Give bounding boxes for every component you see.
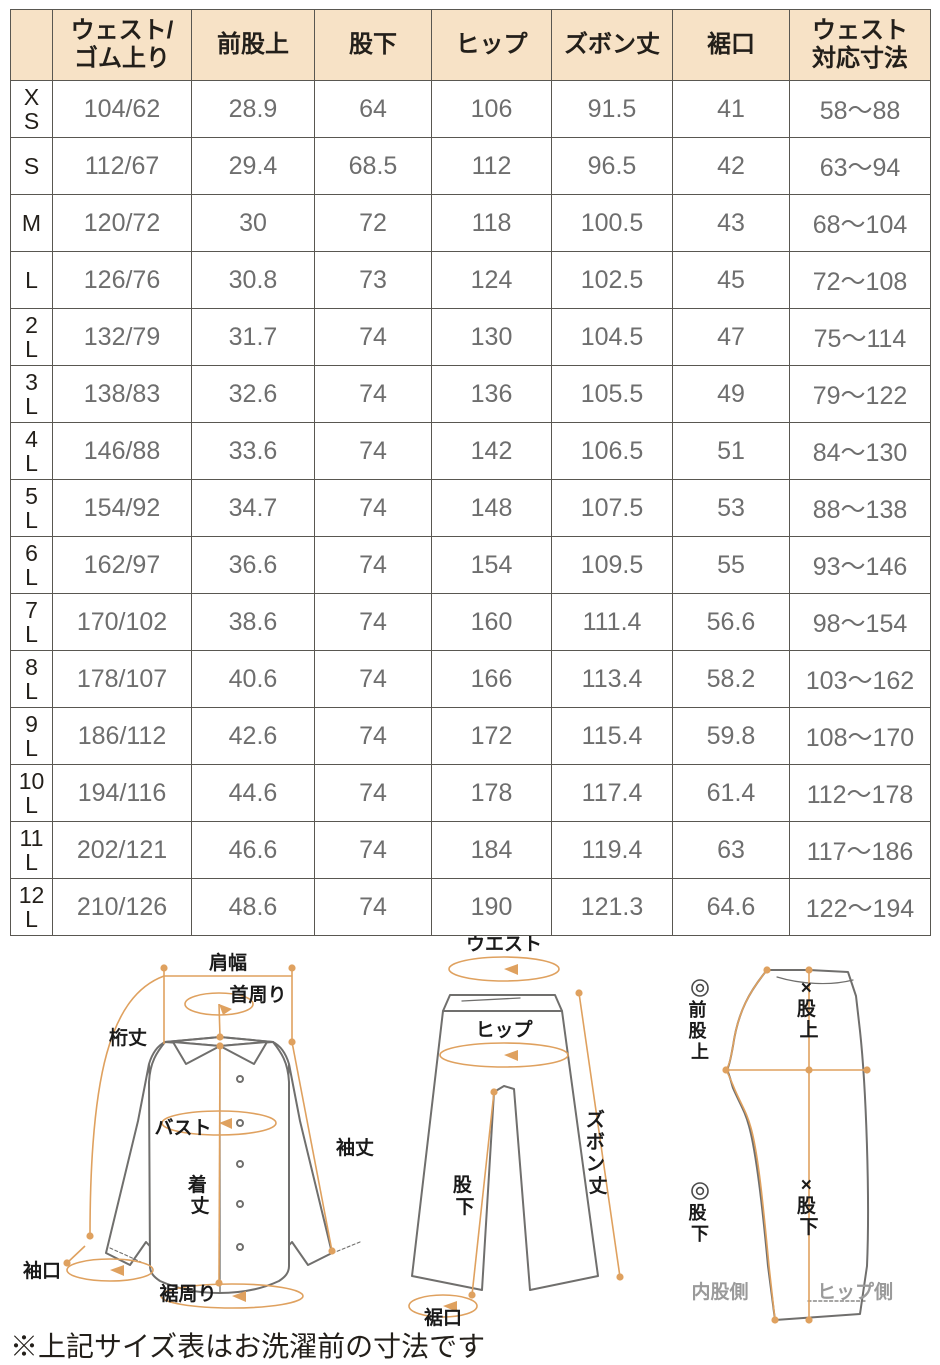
svg-text:バスト: バスト <box>154 1117 211 1139</box>
svg-text:桁丈: 桁丈 <box>109 1026 147 1049</box>
svg-text:ヒップ: ヒップ <box>475 1018 533 1041</box>
svg-text:着 丈: 着 丈 <box>188 1173 212 1217</box>
svg-text:袖丈: 袖丈 <box>336 1136 374 1159</box>
svg-text:前 股 上: 前 股 上 <box>687 999 711 1062</box>
svg-text:裾周り: 裾周り <box>159 1282 216 1305</box>
svg-text:股 下: 股 下 <box>687 1203 711 1244</box>
svg-text:袖口: 袖口 <box>23 1259 61 1282</box>
svg-text:ウエスト: ウエスト <box>466 936 542 955</box>
svg-text:首周り: 首周り <box>229 983 286 1006</box>
svg-text:ズ ボ ン: ズ ボ ン 丈 <box>586 1108 610 1197</box>
svg-text:肩幅: 肩幅 <box>209 951 247 974</box>
svg-text:内股側: 内股側 <box>691 1280 748 1303</box>
svg-text:ヒップ側: ヒップ側 <box>817 1280 893 1303</box>
